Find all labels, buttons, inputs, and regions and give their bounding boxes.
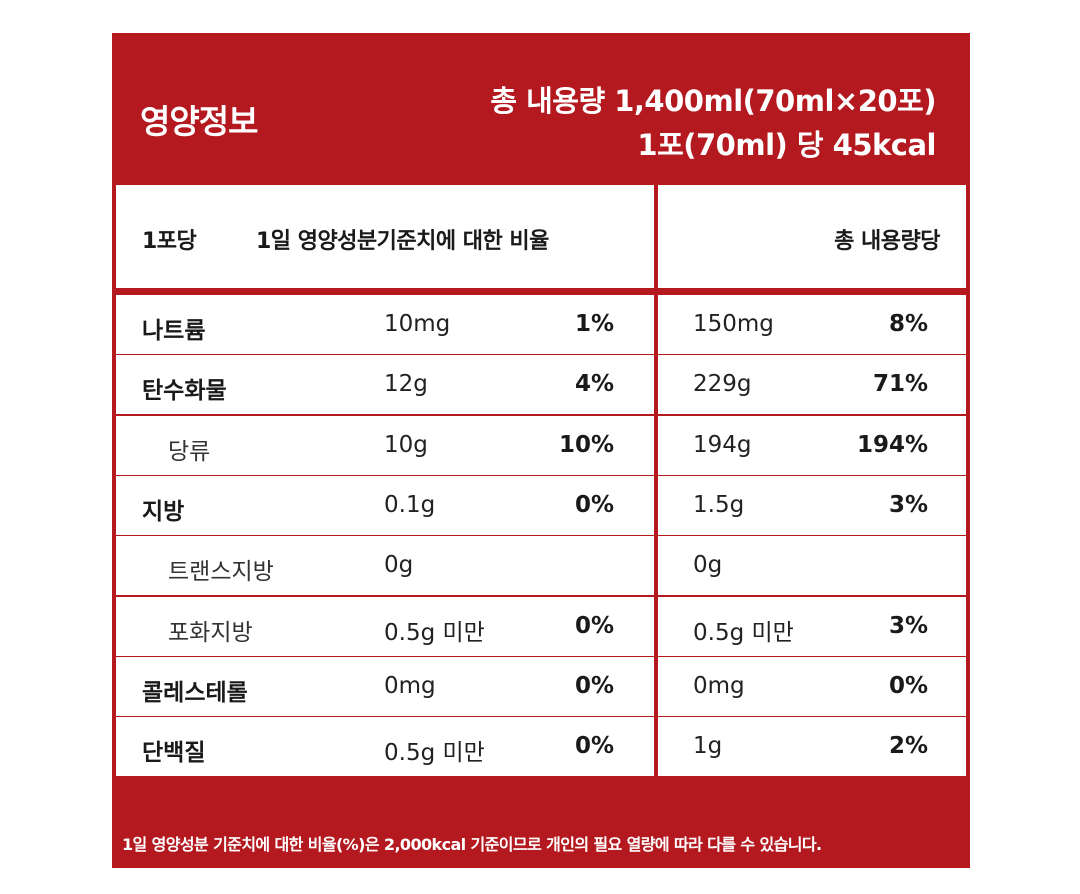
daily-ratio-label: 1일 영양성분기준치에 대한 비율 xyxy=(256,229,549,254)
nutrient-name: 콜레스테롤 xyxy=(142,680,248,706)
per-total-label: 총 내용량당 xyxy=(834,229,940,254)
nutrient-amount: 0.5g 미만 xyxy=(384,740,485,766)
table-row: 당류 10g 10% xyxy=(116,416,654,475)
nutrient-amount: 10g xyxy=(384,432,428,458)
table-row-total: 1g 2% xyxy=(658,717,966,776)
nutrient-name: 포화지방 xyxy=(168,620,253,646)
nutrient-name: 당류 xyxy=(168,439,211,465)
nutrient-daily-pct: 10% xyxy=(558,432,614,458)
total-daily-pct: 3% xyxy=(888,492,928,518)
total-amount: 0g xyxy=(693,552,723,578)
total-amount: 1.5g xyxy=(693,492,745,518)
nutrient-name: 트랜스지방 xyxy=(168,559,274,585)
total-amount: 194g xyxy=(693,432,752,458)
total-daily-pct: 2% xyxy=(888,733,928,759)
nutrient-amount: 0.1g xyxy=(384,492,436,518)
table-row-total: 0g xyxy=(658,536,966,595)
table-row-total: 150mg 8% xyxy=(658,295,966,354)
total-daily-pct: 194% xyxy=(856,432,928,458)
total-amount: 0.5g 미만 xyxy=(693,620,794,646)
total-daily-pct: 0% xyxy=(888,673,928,699)
nutrient-daily-pct: 4% xyxy=(574,371,614,397)
footnote-text: 1일 영양성분 기준치에 대한 비율(%)은 2,000kcal 기준이므로 개… xyxy=(122,835,822,854)
table-row: 탄수화물 12g 4% xyxy=(116,355,654,414)
table-row: 지방 0.1g 0% xyxy=(116,476,654,535)
total-content-line: 총 내용량 1,400ml(70ml×20포) xyxy=(490,84,936,118)
nutrient-daily-pct: 0% xyxy=(574,733,614,759)
nutrient-amount: 0g xyxy=(384,552,414,578)
nutrient-name: 지방 xyxy=(142,499,185,525)
total-daily-pct: 71% xyxy=(872,371,928,397)
table-row-total: 0mg 0% xyxy=(658,657,966,716)
total-amount: 150mg xyxy=(693,311,774,337)
total-daily-pct: 3% xyxy=(888,613,928,639)
table-row: 단백질 0.5g 미만 0% xyxy=(116,717,654,776)
nutrient-daily-pct: 1% xyxy=(574,311,614,337)
table-row: 나트륨 10mg 1% xyxy=(116,295,654,354)
column-header-per-pack: 1포당 1일 영양성분기준치에 대한 비율 xyxy=(116,185,654,288)
nutrient-amount: 0mg xyxy=(384,673,436,699)
nutrient-name: 단백질 xyxy=(142,740,206,766)
footnote: 1일 영양성분 기준치에 대한 비율(%)은 2,000kcal 기준이므로 개… xyxy=(112,815,970,868)
table-row-total: 0.5g 미만 3% xyxy=(658,597,966,656)
nutrient-name: 탄수화물 xyxy=(142,378,227,404)
table-row: 콜레스테롤 0mg 0% xyxy=(116,657,654,716)
total-amount: 229g xyxy=(693,371,752,397)
nutrient-name: 나트륨 xyxy=(142,318,206,344)
column-header-per-total: 총 내용량당 xyxy=(658,185,966,288)
nutrition-facts-panel: 영양정보 총 내용량 1,400ml(70ml×20포) 1포(70ml) 당 … xyxy=(112,33,970,868)
per-pack-kcal-line: 1포(70ml) 당 45kcal xyxy=(637,128,936,162)
total-amount: 1g xyxy=(693,733,723,759)
table-row-total: 194g 194% xyxy=(658,416,966,475)
nutrition-title: 영양정보 xyxy=(140,102,258,141)
nutrient-daily-pct: 0% xyxy=(574,613,614,639)
per-pack-label: 1포당 xyxy=(142,229,197,254)
serving-info: 총 내용량 1,400ml(70ml×20포) 1포(70ml) 당 45kca… xyxy=(490,79,936,167)
table-row-total: 229g 71% xyxy=(658,355,966,414)
total-daily-pct: 8% xyxy=(888,311,928,337)
table-row-total: 1.5g 3% xyxy=(658,476,966,535)
table-row: 포화지방 0.5g 미만 0% xyxy=(116,597,654,656)
table-row: 트랜스지방 0g xyxy=(116,536,654,595)
nutrient-daily-pct: 0% xyxy=(574,673,614,699)
total-amount: 0mg xyxy=(693,673,745,699)
nutrient-amount: 12g xyxy=(384,371,428,397)
nutrition-header: 영양정보 총 내용량 1,400ml(70ml×20포) 1포(70ml) 당 … xyxy=(112,33,970,183)
nutrient-daily-pct: 0% xyxy=(574,492,614,518)
nutrient-amount: 0.5g 미만 xyxy=(384,620,485,646)
nutrient-amount: 10mg xyxy=(384,311,451,337)
